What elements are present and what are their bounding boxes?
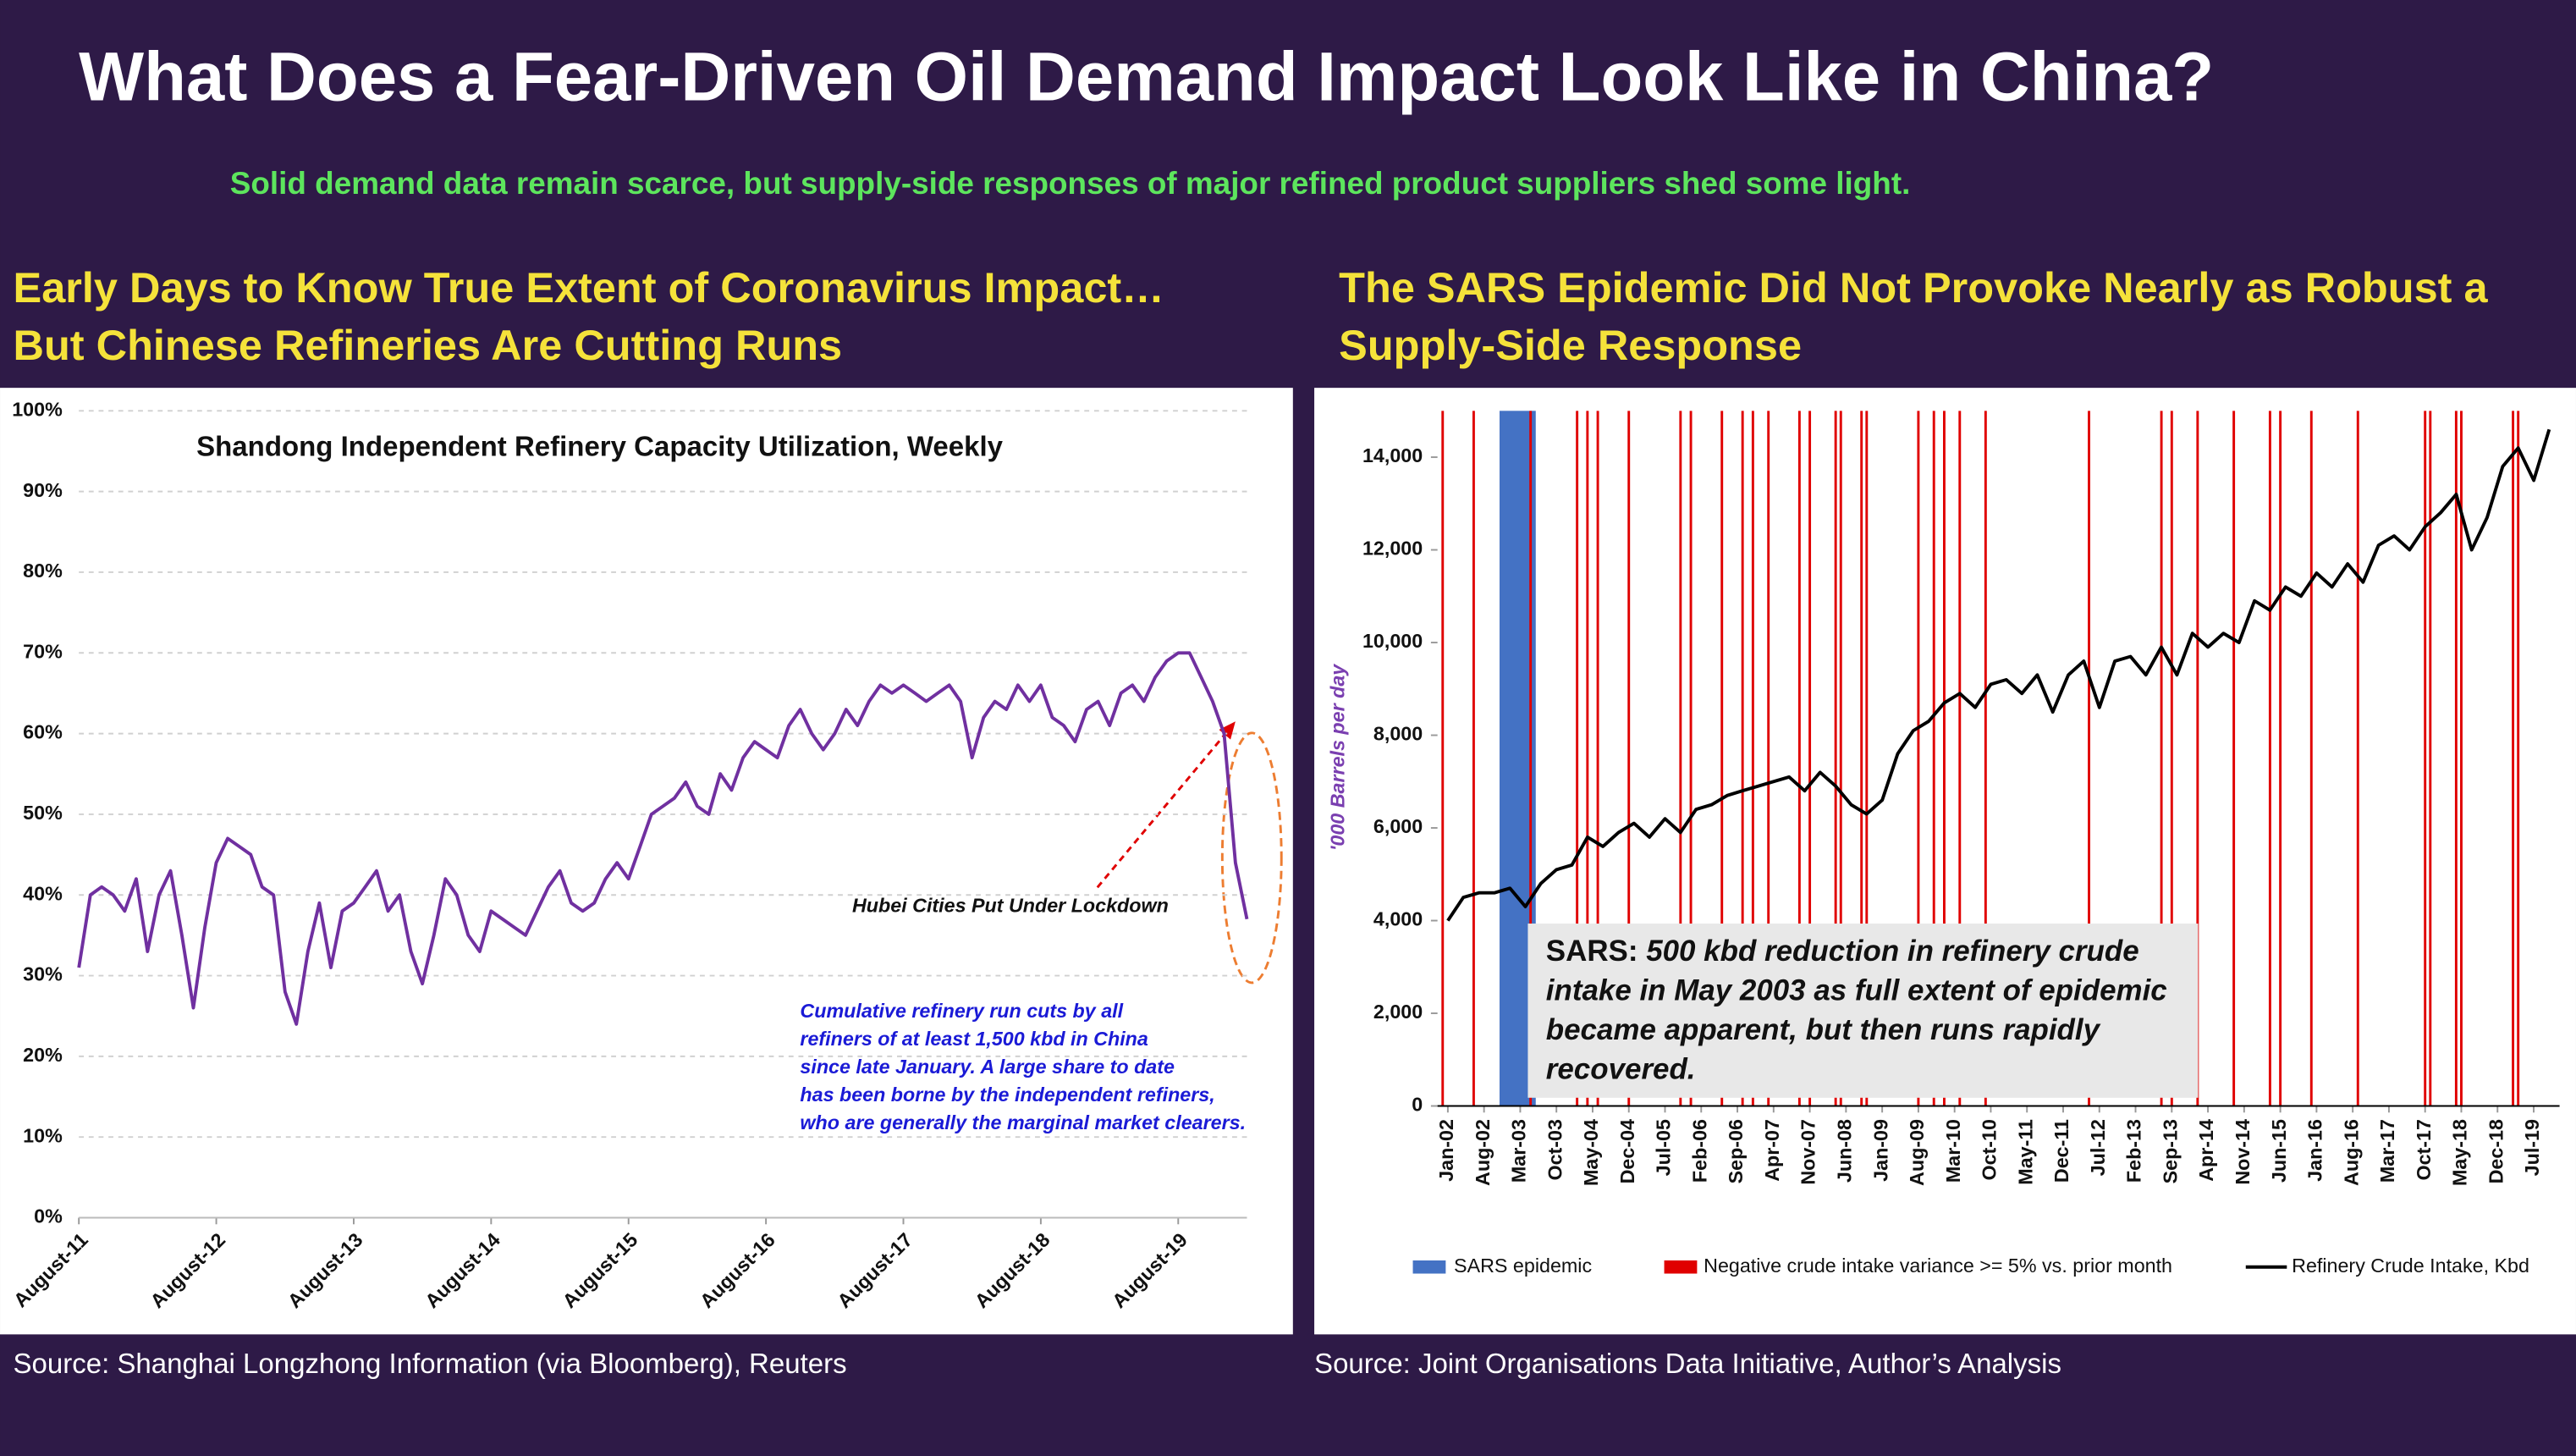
x-tick-label: Jul-05 — [1653, 1119, 1675, 1176]
x-tick-label: Nov-07 — [1797, 1119, 1819, 1185]
arrow-head — [1219, 721, 1236, 740]
annotation-text: SARS: 500 kbd reduction in refinery crud… — [1546, 935, 2139, 968]
x-tick-label: May-04 — [1580, 1119, 1602, 1186]
legend-label: SARS epidemic — [1454, 1255, 1592, 1277]
x-tick-label: Oct-17 — [2413, 1119, 2435, 1180]
y-tick-label: 60% — [23, 721, 63, 743]
y-tick-label: 10% — [23, 1124, 63, 1146]
slide-title: What Does a Fear-Driven Oil Demand Impac… — [79, 39, 2214, 116]
source: Source: Shanghai Longzhong Information (… — [14, 1348, 847, 1379]
y-tick-label: 10,000 — [1362, 630, 1423, 652]
annotation-line: 500 kbd reduction in refinery crude — [1638, 935, 2138, 968]
annotation-line: became apparent, but then runs rapidly — [1546, 1013, 2101, 1046]
legend-label: Refinery Crude Intake, Kbd — [2292, 1255, 2529, 1277]
annotation-text: became apparent, but then runs rapidly — [1546, 1013, 2101, 1046]
note-line: has been borne by the independent refine… — [800, 1084, 1214, 1106]
x-tick-label: Mar-10 — [1942, 1119, 1964, 1183]
chart-panel — [0, 388, 1293, 1335]
x-tick-label: Dec-18 — [2485, 1119, 2507, 1183]
data-line — [1446, 428, 2551, 922]
x-tick-label: Jul-19 — [2521, 1119, 2543, 1176]
legend-swatch — [1664, 1260, 1698, 1274]
x-tick-label: Jul-12 — [2087, 1119, 2109, 1176]
x-tick-label: Feb-13 — [2123, 1119, 2145, 1183]
annotation-text: recovered. — [1546, 1053, 1696, 1086]
x-tick-label: Oct-10 — [1979, 1119, 2001, 1180]
y-tick-label: 14,000 — [1362, 444, 1423, 466]
x-tick-label: May-18 — [2449, 1119, 2471, 1186]
note-line: refiners of at least 1,500 kbd in China — [800, 1028, 1148, 1050]
legend-swatch — [1412, 1260, 1446, 1274]
x-tick-label: Jan-16 — [2304, 1119, 2326, 1182]
panel-heading: But Chinese Refineries Are Cutting Runs — [14, 321, 843, 369]
x-tick-label: Aug-16 — [2340, 1119, 2362, 1186]
annotation-line: intake in May 2003 as full extent of epi… — [1546, 974, 2167, 1007]
x-tick-label: Feb-06 — [1688, 1119, 1710, 1183]
x-tick-label: Aug-09 — [1906, 1119, 1928, 1186]
source: Source: Joint Organisations Data Initiat… — [1314, 1348, 2061, 1379]
panel-heading: The SARS Epidemic Did Not Provoke Nearly… — [1339, 263, 2488, 312]
annotation-text: intake in May 2003 as full extent of epi… — [1546, 974, 2167, 1007]
x-tick-label: Jun-08 — [1834, 1119, 1856, 1183]
x-tick-label: Jan-02 — [1435, 1119, 1457, 1182]
chart-title: Shandong Independent Refinery Capacity U… — [196, 431, 1004, 462]
y-tick-label: 90% — [23, 479, 63, 501]
y-tick-label: 40% — [23, 882, 63, 904]
highlight-ellipse — [1220, 731, 1283, 984]
y-tick-label: 6,000 — [1373, 815, 1423, 837]
x-tick-label: Oct-03 — [1544, 1119, 1566, 1181]
y-tick-label: 30% — [23, 963, 63, 985]
y-tick-label: 100% — [12, 398, 63, 420]
x-tick-label: Nov-14 — [2232, 1119, 2254, 1185]
y-tick-label: 20% — [23, 1044, 63, 1066]
x-tick-label: Dec-04 — [1616, 1119, 1638, 1183]
annotation-lead: SARS: — [1546, 935, 1638, 968]
y-tick-label: 2,000 — [1373, 1001, 1423, 1023]
x-tick-label: Sep-06 — [1725, 1119, 1747, 1183]
x-tick-label: Mar-17 — [2376, 1119, 2398, 1183]
x-tick-label: Sep-13 — [2159, 1119, 2181, 1183]
x-tick-label: Apr-14 — [2195, 1119, 2217, 1182]
note-line: since late January. A large share to dat… — [800, 1056, 1175, 1078]
slide-subtitle: Solid demand data remain scarce, but sup… — [230, 166, 1911, 201]
y-tick-label: 80% — [23, 560, 63, 582]
x-tick-label: Jun-15 — [2268, 1119, 2290, 1183]
x-tick-label: Jan-09 — [1869, 1119, 1891, 1182]
x-tick-label: Aug-02 — [1472, 1119, 1494, 1186]
y-tick-label: 50% — [23, 802, 63, 824]
x-tick-label: Dec-11 — [2050, 1119, 2072, 1183]
note-line: who are generally the marginal market cl… — [800, 1111, 1246, 1133]
note-line: Cumulative refinery run cuts by all — [800, 1000, 1123, 1022]
x-tick-label: Apr-07 — [1761, 1119, 1783, 1182]
y-tick-label: 0% — [34, 1205, 63, 1227]
panel-heading: Early Days to Know True Extent of Corona… — [14, 263, 1164, 312]
y-tick-label: 8,000 — [1373, 723, 1423, 745]
legend-label: Negative crude intake variance >= 5% vs.… — [1704, 1255, 2172, 1277]
y-tick-label: 70% — [23, 640, 63, 662]
panel-heading: Supply-Side Response — [1339, 321, 1802, 369]
y-tick-label: 0 — [1412, 1094, 1423, 1116]
y-tick-label: 12,000 — [1362, 538, 1423, 560]
annotation-line: recovered. — [1546, 1053, 1696, 1086]
data-line — [77, 651, 1249, 1026]
annotation-box — [1527, 924, 2199, 1098]
y-axis-title: '000 Barrels per day — [1326, 664, 1348, 851]
x-tick-label: May-11 — [2014, 1119, 2036, 1185]
x-tick-label: Mar-03 — [1508, 1119, 1530, 1183]
annotation: Hubei Cities Put Under Lockdown — [852, 895, 1169, 917]
y-tick-label: 4,000 — [1373, 908, 1423, 930]
